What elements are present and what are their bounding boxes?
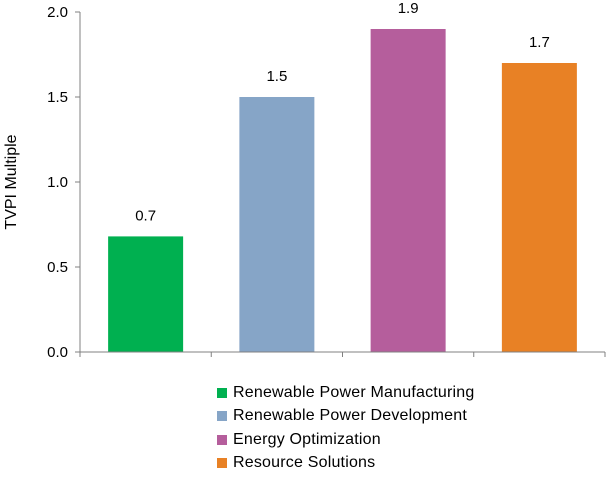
legend-item: Resource Solutions: [217, 452, 475, 476]
y-tick-label: 0.5: [47, 259, 68, 276]
legend-swatch: [217, 387, 227, 398]
y-axis-ticks: 0.0 0.5 1.0 1.5 2.0: [47, 4, 80, 361]
bar-data-label: 1.5: [266, 68, 287, 85]
bar: [370, 29, 446, 352]
y-axis-title: TVPI Multiple: [3, 134, 20, 229]
legend-label: Renewable Power Development: [233, 407, 467, 425]
legend-label: Resource Solutions: [233, 454, 376, 472]
legend-swatch: [217, 434, 227, 445]
y-tick-label: 1.0: [47, 174, 68, 191]
bar: [239, 97, 315, 352]
chart-axes: [79, 12, 606, 357]
legend-item: Energy Optimization: [217, 428, 475, 452]
legend-label: Energy Optimization: [233, 430, 381, 448]
y-tick-label: 0.0: [47, 344, 68, 361]
data-labels: 0.7 1.5 1.9 1.7: [135, 0, 550, 224]
y-tick-label: 1.5: [47, 89, 68, 106]
bar-data-label: 1.9: [398, 0, 419, 17]
legend-swatch: [217, 411, 227, 422]
y-tick-label: 2.0: [47, 4, 68, 21]
bar: [501, 63, 577, 352]
bar-series: [108, 29, 577, 352]
legend-item: Renewable Power Manufacturing: [217, 381, 475, 405]
legend-swatch: [217, 458, 227, 469]
bar-data-label: 0.7: [135, 207, 156, 224]
chart-legend: Renewable Power Manufacturing Renewable P…: [217, 381, 475, 475]
legend-item: Renewable Power Development: [217, 405, 475, 429]
legend-label: Renewable Power Manufacturing: [233, 383, 475, 401]
bar: [108, 236, 184, 352]
bar-data-label: 1.7: [529, 34, 550, 51]
